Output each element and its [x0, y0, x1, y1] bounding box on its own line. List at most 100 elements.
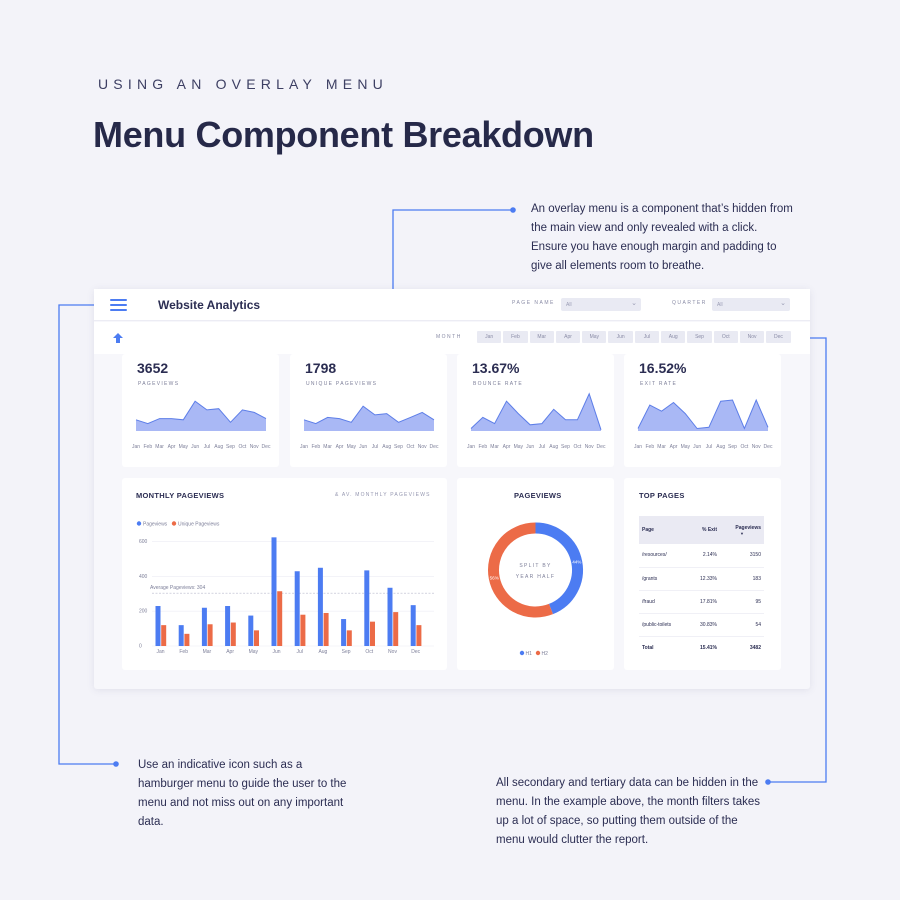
bar-unique-pageviews[interactable]: [277, 591, 283, 646]
cell-page: /public-toilets: [639, 613, 689, 637]
monthly-bar-chart: Pageviews Unique Pageviews 0 200 400 600 Avera…: [136, 521, 434, 655]
month-chip-jul[interactable]: Jul: [634, 331, 660, 343]
table-row[interactable]: /resources/ 2.14% 3150: [639, 544, 764, 568]
y-tick-label: 600: [139, 539, 148, 545]
kpi-card-exit-rate: 16.52% EXIT RATE Jan Feb Mar Apr May Jun Jul Au…: [624, 354, 781, 467]
month-chip-dec[interactable]: Dec: [766, 331, 791, 343]
cell-total-exit: 15.41%: [700, 644, 717, 651]
month-chip-feb[interactable]: Feb: [503, 331, 528, 343]
month-chip-aug[interactable]: Aug: [661, 331, 686, 343]
donut-slice-h1[interactable]: [535, 522, 583, 615]
sparkline-month-tick: Dec: [262, 444, 271, 450]
sparkline-month-tick: May: [347, 444, 357, 450]
table-row[interactable]: /fraud 17.81% 95: [639, 590, 764, 614]
bar-pageviews[interactable]: [248, 615, 254, 646]
quarter-label: QUARTER: [672, 300, 707, 306]
month-chip-jan[interactable]: Jan: [477, 331, 502, 343]
bar-unique-pageviews[interactable]: [346, 630, 352, 646]
bar-unique-pageviews[interactable]: [161, 625, 167, 646]
bar-unique-pageviews[interactable]: [184, 633, 190, 646]
sparkline-month-tick: Apr: [168, 444, 176, 450]
legend-label-h1: H1: [526, 651, 533, 657]
bar-pageviews[interactable]: [294, 571, 300, 646]
sparkline-month-tick: Jun: [359, 444, 367, 450]
average-line-label: Average Pageviews: 304: [150, 585, 205, 591]
sparkline-month-tick: Jul: [204, 444, 210, 450]
cell-exit: 2.14%: [688, 544, 720, 568]
month-chip-apr[interactable]: Apr: [555, 331, 581, 343]
table-header-row: Page % Exit Pageviews ▼: [639, 516, 764, 544]
kpi-label: UNIQUE PAGEVIEWS: [306, 381, 378, 387]
sparkline-month-tick: Mar: [490, 444, 499, 450]
donut-slice-label: 44%: [572, 560, 581, 565]
bar-pageviews[interactable]: [317, 567, 323, 646]
x-tick-label: Apr: [226, 649, 234, 655]
bar-unique-pageviews[interactable]: [254, 630, 259, 646]
cell-pageviews: 54: [720, 613, 764, 637]
month-chip-sep[interactable]: Sep: [687, 331, 712, 343]
sparkline-line: [637, 398, 769, 430]
month-chip-jun[interactable]: Jun: [608, 331, 633, 343]
sparkline-month-tick: Feb: [143, 444, 152, 450]
month-chip-mar[interactable]: Mar: [529, 331, 554, 343]
bar-pageviews[interactable]: [341, 619, 347, 646]
bar-pageviews[interactable]: [155, 606, 161, 646]
x-tick-label: Jun: [272, 649, 280, 655]
bar-unique-pageviews[interactable]: [370, 621, 375, 646]
kpi-card-bounce-rate: 13.67% BOUNCE RATE Jan Feb Mar Apr May Jun Jul…: [457, 354, 614, 467]
quarter-select[interactable]: All ⌄: [712, 298, 790, 311]
sparkline-chart: Jan Feb Mar Apr May Jun Jul Aug Sep Oct Nov Dec: [132, 400, 271, 450]
page-name-select[interactable]: All ⌄: [561, 298, 641, 311]
kpi-label: EXIT RATE: [640, 381, 678, 387]
eyebrow-text: USING AN OVERLAY MENU: [98, 76, 388, 92]
sparkline-month-tick: Sep: [394, 444, 403, 450]
x-tick-label: Dec: [411, 649, 420, 655]
kpi-card-unique-pageviews: 1798 UNIQUE PAGEVIEWS Jan Feb Mar Apr May Jun…: [290, 354, 447, 467]
bar-unique-pageviews[interactable]: [416, 625, 422, 646]
bar-pageviews[interactable]: [387, 587, 393, 646]
chevron-down-icon: ⌄: [631, 300, 637, 307]
bar-unique-pageviews[interactable]: [207, 624, 213, 646]
month-chip-nov[interactable]: Nov: [739, 331, 765, 343]
table-row[interactable]: /public-toilets 30.83% 54: [639, 613, 764, 637]
hamburger-menu-icon[interactable]: [110, 299, 127, 311]
x-tick-label: Jul: [296, 649, 302, 655]
sparkline-area: [304, 406, 434, 431]
donut-slice-h2[interactable]: [488, 522, 553, 618]
bar-unique-pageviews[interactable]: [300, 614, 306, 646]
month-filter-bar: MONTH Jan Feb Mar Apr May Jun Jul Aug Se…: [94, 322, 810, 354]
x-tick-label: May: [249, 649, 259, 655]
annotation-secondary-data: All secondary and tertiary data can be h…: [496, 777, 761, 846]
x-tick-label: Aug: [318, 649, 327, 655]
column-header-exit[interactable]: % Exit: [688, 516, 720, 544]
month-chip-may[interactable]: May: [582, 331, 607, 343]
bar-pageviews[interactable]: [271, 537, 277, 646]
table-row[interactable]: /grants 12.33% 183: [639, 567, 764, 591]
bar-unique-pageviews[interactable]: [230, 622, 236, 646]
bar-unique-pageviews[interactable]: [323, 612, 329, 646]
legend-dot-unique: [171, 521, 177, 526]
bar-pageviews[interactable]: [225, 606, 231, 646]
sparkline-month-tick: Feb: [478, 444, 487, 450]
sparkline-area: [136, 401, 266, 431]
upload-arrow-icon[interactable]: [112, 332, 124, 344]
bar-pageviews[interactable]: [364, 570, 370, 646]
bar-pageviews[interactable]: [201, 607, 207, 646]
x-tick-label: Mar: [203, 649, 212, 655]
bar-pageviews[interactable]: [178, 625, 184, 646]
quarter-value: All: [717, 302, 723, 308]
sparkline-chart: Jan Feb Mar Apr May Jun Jul Aug Sep Oct Nov Dec: [467, 392, 606, 450]
bar-pageviews[interactable]: [410, 605, 416, 646]
app-title: Website Analytics: [158, 298, 261, 312]
cell-total-pageviews: 3482: [749, 644, 761, 651]
sparkline-month-tick: Jun: [526, 444, 534, 450]
x-tick-label: Feb: [179, 649, 188, 655]
column-header-pageviews[interactable]: Pageviews ▼: [720, 516, 764, 544]
sparkline-month-tick: Jan: [634, 444, 642, 450]
sparkline-month-tick: Jan: [132, 444, 140, 450]
column-header-page[interactable]: Page: [639, 516, 689, 544]
bar-unique-pageviews[interactable]: [393, 612, 399, 646]
month-chip-oct[interactable]: Oct: [713, 331, 738, 343]
kpi-label: BOUNCE RATE: [473, 381, 524, 387]
monthly-pageviews-card: MONTHLY PAGEVIEWS & AV. MONTHLY PAGEVIEW…: [122, 478, 447, 670]
